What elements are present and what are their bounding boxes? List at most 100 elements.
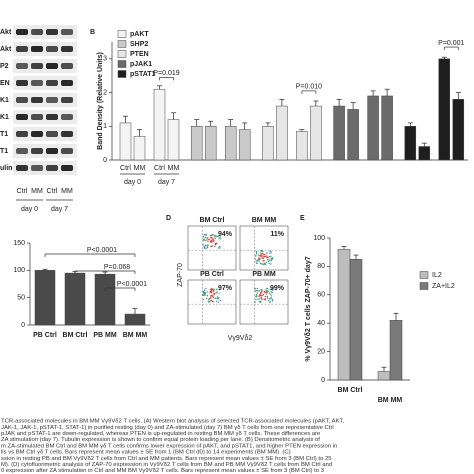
event-dot [216,296,219,298]
legend-swatch [117,50,127,58]
bar [64,272,86,326]
blot-band [16,148,28,154]
event-dot [210,237,213,239]
event-dot [208,238,210,241]
axis-label: ZAP-70 [177,263,184,287]
x-tick-label: Ctrl [154,165,165,172]
event-dot [271,298,274,301]
bar [337,249,351,381]
bar [349,259,363,381]
blot-row-label: K1 [0,97,9,104]
error-bar [265,122,271,127]
bar [262,126,274,161]
event-dot [212,296,215,299]
error-bar [102,271,108,275]
caption-line: 0 expression after ZA stimulation in Ctr… [1,468,325,474]
percent-label: 97% [218,285,233,292]
event-dot [204,239,206,242]
caption-line: TCR-associated molecules in BM MM Vγ9Vδ2… [1,419,344,425]
x-tick-label: BM MM [123,332,148,339]
event-dot [211,289,213,291]
event-dot [257,254,260,256]
error-bar [242,122,248,130]
event-dot [202,298,205,301]
event-dot [262,263,265,266]
y-tick-label: 3 [103,56,107,63]
event-dot [267,256,269,259]
event-dot [207,240,209,242]
event-dot [263,256,265,258]
blot-band [31,131,43,137]
event-dot [268,259,270,262]
bar [153,88,166,161]
event-dot [259,292,262,294]
error-bar [279,98,285,107]
event-dot [271,300,274,302]
x-tick-label: PB Ctrl [33,332,57,339]
event-dot [271,291,273,294]
y-tick-label: 100 [13,267,25,274]
event-dot [255,250,258,253]
y-tick-label: 2 [103,89,107,96]
legend-swatch [419,282,429,290]
event-dot [213,234,215,237]
event-dot [207,300,210,303]
error-bar [132,308,138,315]
bar [94,273,116,326]
legend-label: PTEN [130,51,149,58]
error-bar [393,312,399,321]
event-dot [214,237,216,240]
lane-label: MM [31,188,43,195]
event-dot [270,295,273,297]
bar [34,270,56,326]
bar [347,109,359,161]
event-dot [255,296,258,298]
event-dot [259,300,262,303]
p-value: P<0.0001 [117,281,147,288]
event-dot [210,297,212,299]
error-bar [228,119,234,127]
y-tick-label: 150 [13,240,25,247]
error-bar [194,119,200,127]
event-dot [267,258,269,261]
event-dot [261,298,263,301]
blot-band [46,97,58,103]
event-dot [260,289,262,291]
bar [438,58,451,161]
lane-label: MM [61,188,73,195]
event-dot [269,250,272,252]
event-dot [265,261,268,263]
bar [310,105,322,161]
bar [377,371,391,381]
legend-swatch [117,30,127,38]
event-dot [258,295,260,298]
event-dot [218,245,221,248]
event-dot [256,292,259,294]
error-bar [441,56,447,59]
p-value: P=0.068 [104,264,130,271]
event-dot [260,252,262,254]
legend-swatch [117,60,127,68]
event-dot [259,262,262,265]
event-dot [213,293,215,296]
event-dot [269,289,271,291]
event-dot [262,293,265,296]
error-bar [157,85,162,90]
event-dot [202,244,204,246]
y-axis-label: Band Density (Relative Units) [97,52,104,150]
event-dot [265,255,267,257]
blot-band [61,97,73,103]
blot-band [46,165,58,171]
legend-swatch [117,70,127,78]
event-dot [270,255,272,258]
event-dot [203,289,206,292]
event-dot [209,235,211,237]
x-tick-label: MM [134,165,146,172]
blot-band [16,131,28,137]
percent-label: 99% [270,285,285,292]
event-dot [267,290,270,293]
bar [167,119,180,161]
event-dot [218,237,220,239]
legend-label: pSTAT1 [130,71,156,78]
